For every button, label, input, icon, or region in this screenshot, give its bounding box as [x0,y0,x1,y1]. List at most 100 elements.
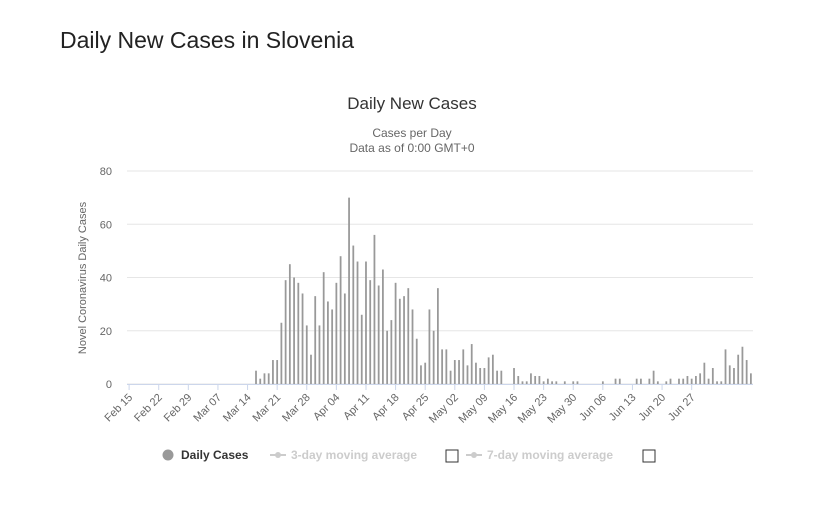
bar[interactable] [551,381,553,384]
bar[interactable] [462,349,465,384]
bar[interactable] [424,362,427,384]
bar[interactable] [318,325,321,384]
bar[interactable] [331,309,334,384]
bar[interactable] [711,368,714,384]
bar[interactable] [365,261,367,384]
bar[interactable] [703,362,706,384]
bar[interactable] [652,370,655,384]
bar[interactable] [534,376,537,384]
bar[interactable] [678,378,680,384]
bar[interactable] [445,349,448,384]
bar[interactable] [640,378,642,384]
bar[interactable] [733,368,735,384]
bar[interactable] [695,376,697,384]
bar[interactable] [491,354,494,384]
legend-checkbox[interactable] [445,449,459,463]
bar[interactable] [297,282,300,384]
bar[interactable] [356,261,359,384]
bar[interactable] [648,378,651,384]
bar[interactable] [441,349,444,384]
bar[interactable] [546,378,549,384]
bar[interactable] [690,378,693,384]
bar[interactable] [382,269,384,384]
bar[interactable] [745,360,748,384]
bar[interactable] [339,256,342,384]
bar[interactable] [521,381,524,384]
bar[interactable] [377,285,380,384]
bar[interactable] [500,370,503,384]
bar[interactable] [470,344,473,384]
bar[interactable] [563,381,566,384]
bar[interactable] [487,357,490,385]
bar[interactable] [373,234,376,384]
bar[interactable] [432,330,435,384]
legend-checkbox[interactable] [642,449,656,463]
bar[interactable] [614,378,617,384]
bar[interactable] [458,360,460,384]
bar[interactable] [352,245,355,384]
bar[interactable] [513,368,515,384]
bar[interactable] [479,368,482,384]
bar[interactable] [449,370,452,384]
bar[interactable] [267,373,270,384]
bar[interactable] [669,378,672,384]
bar[interactable] [724,349,727,384]
bar[interactable] [720,381,723,384]
bar[interactable] [618,378,621,384]
bar[interactable] [322,272,325,384]
bar[interactable] [737,354,740,384]
bar[interactable] [750,373,752,384]
bar[interactable] [475,362,477,384]
bar[interactable] [415,338,418,384]
bar[interactable] [403,296,405,384]
bar[interactable] [284,280,287,384]
bar[interactable] [394,282,397,384]
bar[interactable] [314,296,317,384]
bar[interactable] [555,381,558,384]
legend-item-3day-average[interactable]: 3-day moving average [270,448,417,462]
bar[interactable] [530,373,532,384]
bar[interactable] [525,381,528,384]
bar[interactable] [686,376,689,384]
bar[interactable] [263,373,266,384]
bar[interactable] [398,298,401,384]
bar[interactable] [517,376,520,384]
bar[interactable] [411,309,414,384]
bar[interactable] [301,293,304,384]
bar[interactable] [576,381,579,384]
bar[interactable] [665,381,668,384]
bar[interactable] [572,381,575,384]
bar[interactable] [741,346,744,384]
bar[interactable] [716,381,718,384]
bar[interactable] [335,282,338,384]
bar[interactable] [428,309,431,384]
bar[interactable] [343,293,346,384]
bar[interactable] [327,301,329,384]
bar[interactable] [699,373,702,384]
bar[interactable] [542,381,545,384]
bar[interactable] [259,378,262,384]
bar[interactable] [420,365,422,384]
bar[interactable] [386,330,389,384]
bar[interactable] [707,378,710,384]
bar[interactable] [466,365,469,384]
bar[interactable] [369,280,372,384]
bar[interactable] [360,314,363,384]
bar[interactable] [728,365,731,384]
bar[interactable] [496,370,498,384]
bar[interactable] [682,378,685,384]
bar[interactable] [390,320,393,384]
bar[interactable] [407,288,410,384]
bar[interactable] [483,368,486,384]
bar[interactable] [280,322,283,384]
bar[interactable] [635,378,638,384]
bar[interactable] [310,354,312,384]
bar[interactable] [453,360,456,384]
bar[interactable] [601,381,604,384]
bar[interactable] [272,360,274,384]
bar[interactable] [288,264,291,384]
bar[interactable] [305,325,308,384]
bar[interactable] [437,288,439,384]
bar[interactable] [255,370,257,384]
bar[interactable] [538,376,541,384]
